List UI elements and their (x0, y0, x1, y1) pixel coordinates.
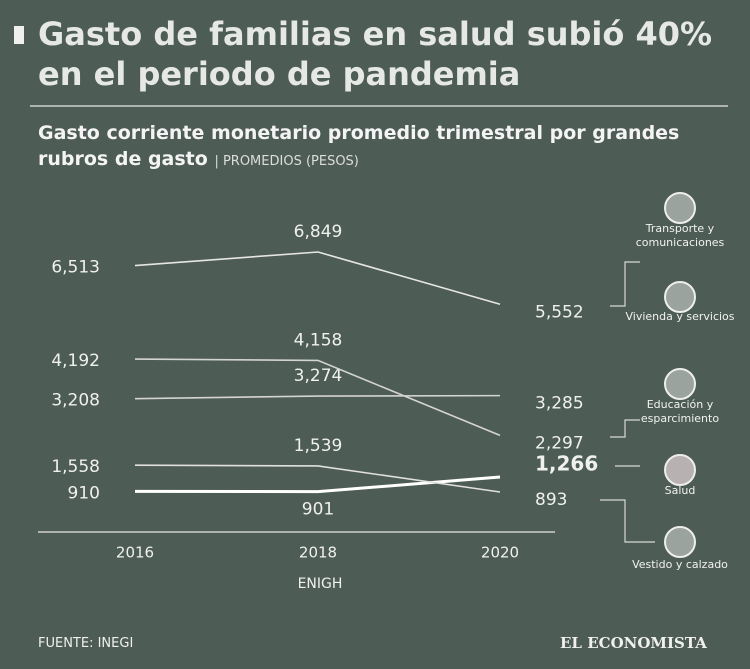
chart-subtitle: Gasto corriente monetario promedio trime… (38, 120, 698, 175)
connectors (600, 261, 655, 543)
title-marker (14, 26, 24, 44)
value-label: 3,208 (51, 391, 100, 411)
x-tick-label: 2016 (116, 544, 154, 562)
legend-label: Educación y esparcimiento (640, 398, 720, 425)
value-label: 5,552 (535, 302, 584, 322)
chart-title: Gasto de familias en salud subió 40% en … (38, 15, 713, 93)
series-line (134, 475, 501, 494)
value-label: 3,274 (294, 366, 343, 386)
brand: EL ECONOMISTA (560, 634, 707, 652)
unit-note: PROMEDIOS (PESOS) (222, 154, 359, 169)
unit-note-wrap: | PROMEDIOS (PESOS) (214, 154, 359, 169)
value-label: 4,192 (51, 351, 100, 371)
value-label: 4,158 (294, 330, 343, 350)
source: FUENTE: INEGI (38, 636, 134, 651)
value-label: 6,849 (294, 222, 343, 242)
value-label: 2,297 (535, 433, 584, 453)
value-label: 1,539 (294, 436, 343, 456)
legend-icons (664, 192, 696, 558)
series-line (134, 394, 501, 400)
value-label: 901 (302, 500, 334, 520)
x-tick-label: 2018 (299, 544, 337, 562)
value-label: 893 (535, 490, 567, 510)
legend-label: Vestido y calzado (632, 558, 728, 571)
x-tick-label: 2020 (481, 544, 519, 562)
legend-label: Salud (664, 484, 696, 497)
series-line (134, 358, 501, 437)
value-label: 1,266 (535, 451, 598, 475)
legend-label: Vivienda y servicios (625, 310, 735, 323)
legend-label: Transporte y comunicaciones (635, 222, 725, 249)
series-line (134, 464, 501, 493)
subtitle-text: Gasto corriente monetario promedio trime… (38, 122, 680, 170)
value-label: 6,513 (51, 258, 100, 278)
value-label: 1,558 (51, 457, 100, 477)
value-label: 910 (68, 483, 100, 503)
series-line (134, 251, 501, 306)
x-axis-label: ENIGH (297, 576, 343, 592)
value-label: 3,285 (535, 394, 584, 414)
